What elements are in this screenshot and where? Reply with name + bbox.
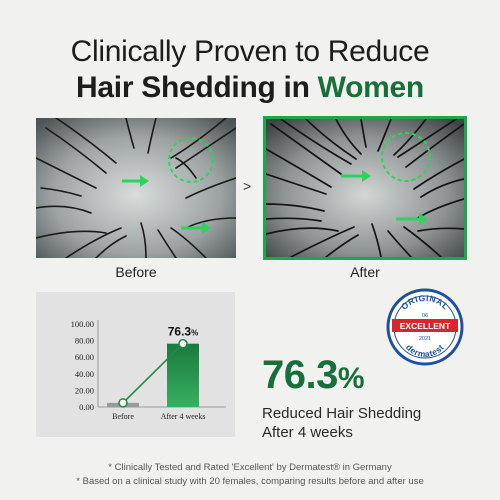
headline-line2: Hair Shedding in Women	[0, 70, 500, 106]
after-caption: After	[350, 264, 380, 280]
bar-after	[167, 343, 199, 407]
seal-number: 06	[422, 313, 428, 319]
headline: Clinically Proven to Reduce Hair Sheddin…	[0, 34, 500, 106]
result-value: 76.3	[262, 353, 338, 397]
before-after-arrow: >	[243, 178, 252, 194]
headline-line2-prefix: Hair Shedding in	[76, 71, 310, 104]
y-tick-label: 40.00	[75, 369, 94, 379]
footnote-1: * Clinically Tested and Rated 'Excellent…	[108, 462, 392, 473]
before-scalp-photo	[36, 118, 236, 258]
result-line1: Reduced Hair Shedding	[262, 405, 422, 422]
shedding-chart: 100.00 80.00 60.00 40.00 20.00 0.00 Before Afte…	[36, 292, 235, 437]
trend-line	[122, 343, 184, 404]
headline-accent: Women	[317, 71, 425, 104]
y-tick-label: 100.00	[71, 319, 94, 329]
seal-banner-text: EXCELLENT	[400, 321, 451, 331]
data-label: 76.3%	[168, 325, 198, 339]
footnote-2: * Based on a clinical study with 20 fema…	[76, 476, 424, 487]
before-caption: Before	[115, 264, 157, 280]
y-tick-label: 60.00	[75, 352, 94, 362]
trend-point	[118, 398, 128, 408]
result-line2: After 4 weeks	[262, 424, 353, 441]
result-description: Reduced Hair Shedding After 4 weeks	[262, 404, 421, 442]
after-scalp-photo	[263, 116, 467, 260]
y-tick-label: 0.00	[79, 402, 94, 412]
chart-svg: 100.00 80.00 60.00 40.00 20.00 0.00 Before Afte…	[71, 319, 226, 421]
result-percentage: 76.3%	[262, 352, 365, 402]
trend-point	[178, 338, 188, 349]
seal-year: 2021	[419, 336, 431, 342]
seal-bottom-text: dermatest	[404, 342, 446, 359]
x-tick-label: Before	[112, 412, 134, 421]
result-unit: %	[337, 362, 365, 395]
dermatest-seal: ORIGINAL 06 EXCELLENT 2021 dermatest	[386, 288, 464, 366]
svg-text:dermatest: dermatest	[404, 342, 446, 359]
y-tick-label: 80.00	[75, 336, 94, 346]
x-tick-label: After 4 weeks	[161, 412, 206, 421]
headline-line1: Clinically Proven to Reduce	[70, 35, 430, 68]
y-tick-label: 20.00	[75, 385, 94, 395]
